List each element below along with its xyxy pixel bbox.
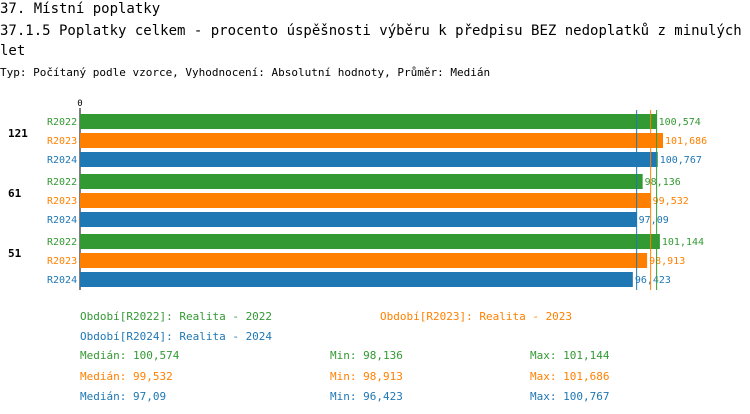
bar: [80, 133, 663, 148]
chart-title: 37.1.5 Poplatky celkem - procento úspěšn…: [0, 23, 742, 59]
bar-chart: 0 121 R2022 100,574 R2023 101,686 R2024 100,767…: [8, 99, 707, 290]
series-label: R2023: [47, 256, 77, 267]
bar-value-label: 98,136: [645, 177, 681, 188]
bar-value-label: 98,913: [649, 256, 685, 267]
bar: [80, 212, 637, 227]
bar: [80, 193, 651, 208]
group-label: 121: [8, 127, 28, 140]
bar: [80, 253, 648, 268]
stat-max-r2024: Max: 100,767: [530, 390, 610, 403]
stat-max-r2022: Max: 101,144: [530, 349, 610, 362]
bar: [80, 272, 633, 287]
legend-period-r2023: Období[R2023]: Realita - 2023: [380, 310, 573, 323]
page-title: 37. Místní poplatky: [0, 1, 161, 17]
bar-value-label: 97,09: [639, 215, 669, 226]
chart-type-line: Typ: Počítaný podle vzorce, Vyhodnocení:…: [0, 66, 491, 79]
series-label: R2024: [47, 275, 77, 286]
series-label: R2024: [47, 155, 77, 166]
bar: [80, 152, 658, 167]
legend-period-r2024: Období[R2024]: Realita - 2024: [80, 330, 273, 343]
series-label: R2023: [47, 136, 77, 147]
group-label: 61: [8, 187, 22, 200]
stat-median-r2024: Medián: 97,09: [80, 390, 167, 403]
bar-value-label: 100,767: [660, 155, 702, 166]
stat-min-r2024: Min: 96,423: [330, 390, 403, 403]
series-label: R2022: [47, 237, 77, 248]
bar-value-label: 101,144: [662, 237, 704, 248]
bar: [80, 174, 643, 189]
stat-max-r2023: Max: 101,686: [530, 370, 610, 383]
bar-value-label: 99,532: [653, 196, 689, 207]
bar-value-label: 100,574: [659, 117, 701, 128]
bar: [80, 114, 657, 129]
x-tick-label: 0: [77, 99, 82, 109]
bar-value-label: 101,686: [665, 136, 707, 147]
group-label: 51: [8, 247, 22, 260]
series-label: R2022: [47, 177, 77, 188]
series-label: R2023: [47, 196, 77, 207]
legend-period-r2022: Období[R2022]: Realita - 2022: [80, 310, 273, 323]
stat-min-r2023: Min: 98,913: [330, 370, 403, 383]
bar: [80, 234, 660, 249]
series-label: R2022: [47, 117, 77, 128]
bar-value-label: 96,423: [635, 275, 671, 286]
stat-median-r2023: Medián: 99,532: [80, 370, 173, 383]
stat-median-r2022: Medián: 100,574: [80, 349, 180, 362]
series-label: R2024: [47, 215, 77, 226]
stat-min-r2022: Min: 98,136: [330, 349, 403, 362]
